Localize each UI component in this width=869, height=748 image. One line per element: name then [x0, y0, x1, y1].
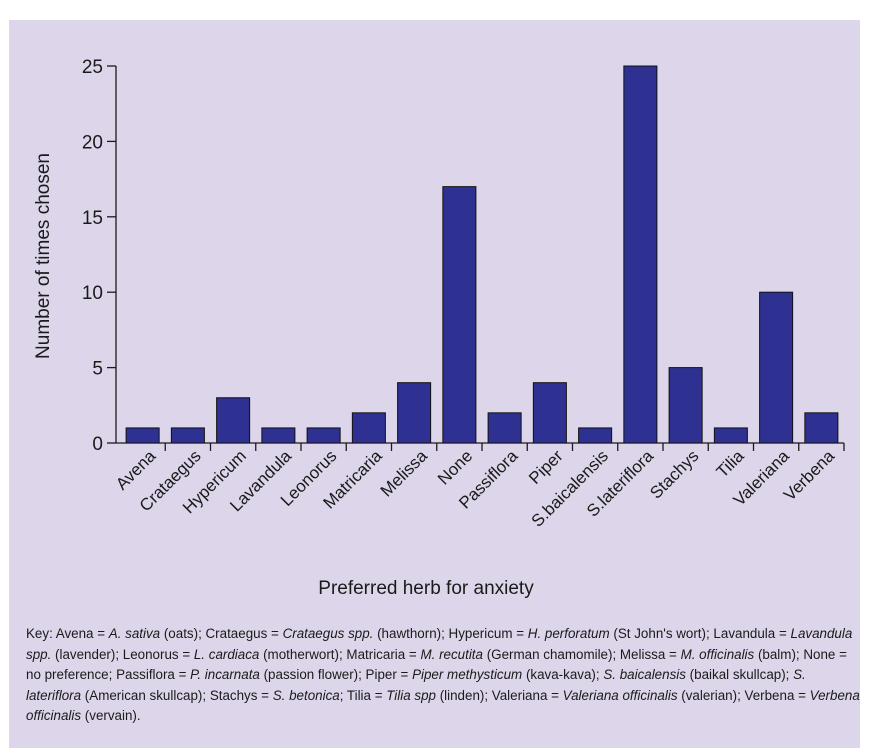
key-text: (oats); Crataegus =	[160, 626, 283, 641]
page-title	[0, 0, 869, 12]
x-tick-label: Stachys	[646, 446, 702, 502]
bar	[578, 427, 613, 444]
key-text: (baikal skullcap);	[685, 667, 794, 682]
key-text: (German chamomile); Melissa =	[482, 646, 681, 662]
key-text: (St John's wort); Lavandula =	[609, 626, 791, 641]
key-text: (balm); None = no preference; Passiflora…	[26, 646, 847, 683]
key-species-name: Piper methysticum	[412, 667, 523, 682]
x-tick-label: Verbena	[780, 446, 839, 505]
bar	[487, 412, 522, 444]
x-tick-labels: AvenaCrataegusHypericumLavandulaLeonorus…	[112, 446, 838, 531]
key-species-name: Tilia spp	[386, 687, 436, 703]
key-species-name: M. officinalis	[680, 646, 755, 662]
y-tick-label: 25	[82, 57, 103, 78]
key-species-name: M. recutita	[420, 646, 483, 662]
y-axis: 0 5 10 15 20 25	[82, 57, 117, 455]
key-species-name: Lavandula spp.	[26, 626, 853, 662]
key-text: (lavender); Leonorus =	[51, 646, 194, 662]
bar	[261, 427, 296, 444]
key-species-name: A. sativa	[108, 626, 161, 641]
key-text: Key: Avena =	[26, 626, 109, 641]
bar	[623, 65, 658, 444]
bar	[397, 382, 432, 444]
key-species-name: S. lateriflora	[26, 667, 806, 703]
key-text: (American skullcap); Stachys =	[81, 687, 273, 703]
key-species-name: S. betonica	[272, 687, 340, 703]
key-footnote: Key: Avena = A. sativa (oats); Crataegus…	[26, 624, 861, 727]
key-species-name: L. cardiaca	[193, 646, 260, 662]
bar-chart: 0 5 10 15 20 25 AvenaCrataegusHypericumLavand…	[33, 57, 845, 599]
bar	[216, 397, 251, 444]
key-text: ; Tilia =	[339, 687, 387, 703]
key-species-name: S. baicalensis	[603, 667, 686, 682]
bar	[668, 367, 703, 444]
bar	[442, 186, 477, 444]
bar	[713, 427, 748, 444]
bar	[351, 412, 386, 444]
y-axis-label: Number of times chosen	[33, 153, 54, 359]
x-tick-label: Melissa	[377, 446, 432, 501]
y-tick-label: 5	[92, 359, 103, 380]
x-tick-label: Piper	[525, 446, 567, 488]
key-text: (passion flower); Piper =	[259, 667, 413, 682]
x-tick-label: Tilia	[713, 446, 748, 481]
key-text: (vervain).	[81, 708, 141, 723]
bar	[804, 412, 839, 444]
key-species-name: H. perforatum	[527, 626, 610, 641]
bar	[170, 427, 205, 444]
figure-panel: 0 5 10 15 20 25 Avena Crataegus Hypericum Lavand…	[9, 20, 860, 748]
key-text: (valerian); Verbena =	[677, 687, 810, 703]
x-tick-label: None	[434, 446, 476, 488]
key-text: (kava-kava);	[522, 667, 604, 682]
bar	[759, 291, 794, 444]
bars	[125, 65, 839, 444]
bar	[306, 427, 341, 444]
key-text: (linden); Valeriana =	[435, 687, 563, 703]
y-tick-label: 15	[82, 208, 103, 229]
key-species-name: Verbena officinalis	[26, 687, 860, 724]
key-species-name: Valeriana officinalis	[562, 687, 678, 703]
key-species-name: P. incarnata	[190, 667, 260, 682]
key-text: (hawthorn); Hypericum =	[373, 626, 528, 641]
y-tick-label: 0	[92, 434, 103, 455]
bar	[125, 427, 160, 444]
bar	[532, 382, 567, 444]
key-text: (motherwort); Matricaria =	[259, 646, 421, 662]
y-tick-label: 10	[82, 283, 103, 304]
x-axis-label: Preferred herb for anxiety	[318, 578, 534, 599]
key-species-name: Crataegus spp.	[282, 626, 374, 641]
y-tick-label: 20	[82, 132, 103, 153]
